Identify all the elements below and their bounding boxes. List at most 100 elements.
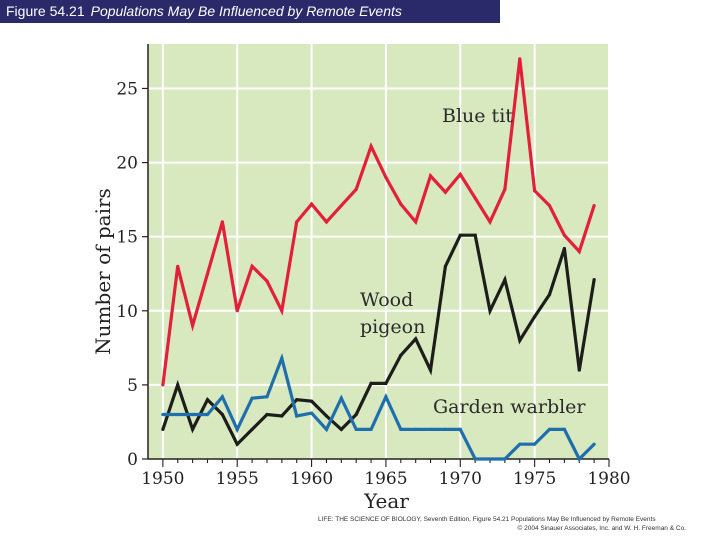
data-point-blue-tit [592, 203, 596, 208]
data-point-wood-pigeon [562, 246, 566, 251]
data-point-blue-tit [161, 383, 165, 387]
data-point-blue-tit [458, 172, 462, 177]
series-line-blue-tit [161, 58, 596, 386]
y-tick-label: 0 [127, 450, 138, 470]
plot-background [148, 44, 609, 459]
data-point-blue-tit [191, 324, 195, 328]
data-point-wood-pigeon [265, 412, 269, 417]
x-tick-label: 1970 [439, 469, 482, 489]
data-point-blue-tit [518, 57, 522, 61]
credit-line-1: LIFE: THE SCIENCE OF BIOLOGY, Seventh Ed… [318, 516, 656, 523]
data-point-blue-tit [384, 175, 388, 179]
grid [148, 44, 610, 459]
data-point-wood-pigeon [280, 414, 284, 418]
data-point-garden-warbler [324, 427, 329, 431]
data-point-wood-pigeon [220, 412, 224, 417]
data-point-blue-tit [562, 233, 566, 237]
data-point-wood-pigeon [473, 233, 477, 237]
data-point-blue-tit [503, 187, 507, 191]
data-point-garden-warbler [191, 412, 195, 417]
series-lines [161, 57, 596, 462]
data-point-wood-pigeon [503, 278, 507, 282]
data-point-wood-pigeon [399, 353, 403, 357]
y-axis-title: Number of pairs [91, 188, 115, 355]
data-point-wood-pigeon [443, 264, 448, 268]
y-tick-label: 25 [116, 79, 138, 99]
data-point-blue-tit [250, 264, 254, 268]
data-point-wood-pigeon [547, 292, 552, 297]
data-point-wood-pigeon [369, 381, 373, 386]
data-point-garden-warbler [399, 427, 403, 431]
figure-caption: Populations May Be Influenced by Remote … [90, 3, 402, 19]
data-point-blue-tit [324, 220, 329, 224]
data-point-blue-tit [533, 189, 537, 193]
x-tick-label: 1975 [513, 469, 556, 489]
data-point-blue-tit [280, 309, 284, 313]
data-point-garden-warbler [295, 414, 299, 418]
data-point-garden-warbler [577, 457, 581, 461]
data-point-garden-warbler [443, 427, 448, 431]
data-point-wood-pigeon [458, 233, 462, 237]
y-tick-label: 10 [116, 302, 138, 322]
data-point-blue-tit [176, 264, 180, 268]
data-point-blue-tit [339, 203, 343, 208]
data-point-garden-warbler [265, 395, 269, 399]
data-point-garden-warbler [458, 427, 462, 431]
y-tick-label: 20 [116, 154, 138, 174]
data-point-garden-warbler [205, 412, 210, 417]
data-point-garden-warbler [280, 356, 284, 360]
data-point-blue-tit [428, 174, 433, 178]
data-point-garden-warbler [250, 396, 254, 400]
data-point-garden-warbler [414, 427, 418, 431]
series-label-blue-tit: Blue tit [442, 105, 513, 127]
series-label-wood-pigeon: pigeon [360, 316, 425, 338]
data-point-wood-pigeon [250, 427, 254, 431]
data-point-blue-tit [309, 202, 314, 206]
data-point-blue-tit [354, 187, 358, 191]
data-point-garden-warbler [339, 396, 343, 400]
data-point-garden-warbler [503, 457, 507, 461]
data-point-wood-pigeon [488, 309, 492, 313]
data-point-garden-warbler [176, 412, 180, 417]
data-point-wood-pigeon [592, 278, 596, 282]
figure-number: Figure 54.21 [6, 3, 85, 19]
figure-title-bar: Figure 54.21 Populations May Be Influence… [0, 0, 500, 23]
data-point-wood-pigeon [295, 398, 299, 402]
series-line-garden-warbler [162, 352, 596, 462]
data-point-wood-pigeon [339, 427, 343, 431]
x-axis-title: Year [363, 489, 409, 513]
data-point-wood-pigeon [191, 427, 195, 431]
data-point-blue-tit [235, 309, 239, 313]
data-point-blue-tit [488, 220, 492, 224]
data-point-garden-warbler [235, 427, 239, 431]
data-point-wood-pigeon [161, 427, 165, 431]
y-tick-label: 5 [127, 376, 138, 396]
data-point-garden-warbler [309, 411, 314, 415]
data-point-garden-warbler [473, 457, 477, 461]
data-point-wood-pigeon [324, 414, 329, 418]
data-point-wood-pigeon [354, 412, 358, 417]
data-point-wood-pigeon [533, 315, 537, 319]
x-tick-label: 1950 [141, 469, 184, 489]
data-point-wood-pigeon [414, 337, 418, 341]
data-point-blue-tit [265, 279, 269, 283]
data-point-blue-tit [220, 220, 224, 224]
data-point-garden-warbler [428, 427, 433, 431]
data-point-wood-pigeon [176, 383, 180, 387]
data-point-garden-warbler [562, 427, 566, 431]
x-tick-label: 1965 [364, 469, 407, 489]
credit-line-2: © 2004 Sinauer Associates, Inc. and W. H… [517, 525, 686, 532]
data-point-wood-pigeon [384, 381, 388, 386]
data-point-garden-warbler [533, 442, 537, 446]
x-tick-label: 1955 [216, 469, 259, 489]
x-tick-label: 1980 [587, 469, 630, 489]
data-point-blue-tit [399, 202, 403, 206]
data-point-blue-tit [547, 203, 552, 208]
data-point-wood-pigeon [577, 368, 581, 372]
figure-credit: LIFE: THE SCIENCE OF BIOLOGY, Seventh Ed… [318, 515, 716, 533]
data-point-blue-tit [443, 190, 448, 194]
series-label-wood-pigeon: Wood [360, 289, 413, 311]
data-point-garden-warbler [547, 427, 552, 431]
x-tick-label: 1960 [290, 469, 333, 489]
